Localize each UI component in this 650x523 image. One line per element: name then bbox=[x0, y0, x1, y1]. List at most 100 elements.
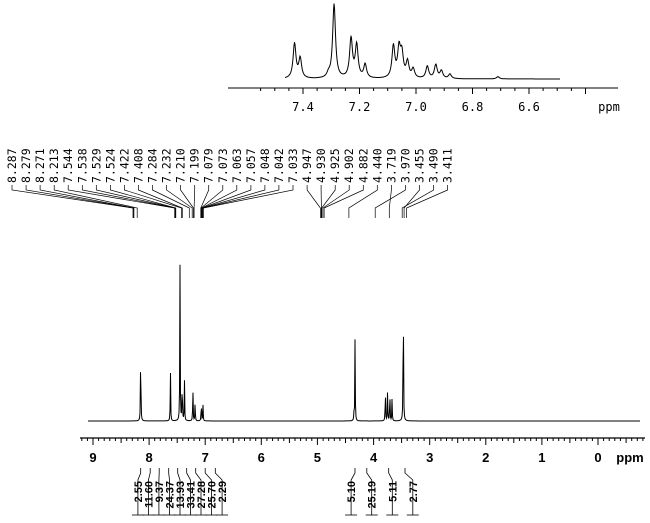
inset-spectrum: 7.4 7.2 7.0 6.8 6.6 ppm bbox=[228, 3, 620, 114]
peak-label: 3.490 bbox=[427, 148, 441, 183]
inset-tick-label: 6.8 bbox=[462, 100, 484, 114]
x-tick-label: 7 bbox=[202, 450, 209, 465]
inset-tick-label: 6.6 bbox=[518, 100, 540, 114]
peak-label: 8.287 bbox=[5, 148, 19, 183]
peak-label: 7.210 bbox=[174, 148, 188, 183]
peak-connector bbox=[403, 185, 420, 218]
peak-connector bbox=[321, 185, 336, 218]
x-tick-label: 1 bbox=[538, 450, 545, 465]
integral-connector bbox=[366, 468, 373, 515]
peak-connector bbox=[166, 185, 193, 218]
peak-connector bbox=[203, 185, 294, 218]
peak-label: 4.902 bbox=[342, 148, 356, 183]
peak-connector bbox=[348, 185, 378, 218]
peak-connector bbox=[39, 185, 135, 218]
inset-tick-label: 7.4 bbox=[292, 100, 314, 114]
peak-label: 8.279 bbox=[19, 148, 33, 183]
peak-connector bbox=[152, 185, 190, 218]
x-tick-label: 2 bbox=[482, 450, 489, 465]
peak-label: 3.970 bbox=[398, 148, 412, 183]
peak-connector bbox=[406, 185, 448, 218]
peak-label: 4.930 bbox=[314, 148, 328, 183]
integral-connector bbox=[186, 468, 191, 515]
integral-label: 27.28 bbox=[196, 481, 208, 509]
peak-connector bbox=[200, 185, 224, 218]
x-tick-label: 6 bbox=[258, 450, 265, 465]
x-tick-label: 4 bbox=[370, 450, 378, 465]
peak-label: 7.199 bbox=[188, 148, 202, 183]
peak-connector bbox=[81, 185, 176, 218]
peak-connector bbox=[124, 185, 182, 218]
peak-label: 4.925 bbox=[328, 148, 342, 183]
peak-connector bbox=[53, 185, 138, 218]
inset-tick-label: 7.0 bbox=[405, 100, 427, 114]
peak-label: 4.440 bbox=[370, 148, 384, 183]
x-tick-label: 5 bbox=[314, 450, 321, 465]
peak-label: 7.057 bbox=[244, 148, 258, 183]
integral-connector bbox=[148, 468, 151, 515]
inset-tick-label: 7.2 bbox=[349, 100, 371, 114]
integral-label: 9.37 bbox=[154, 481, 166, 502]
peak-connector bbox=[323, 185, 364, 218]
peak-label: 4.947 bbox=[300, 148, 314, 183]
integral-label: 5.10 bbox=[346, 481, 358, 502]
peak-connector bbox=[202, 185, 280, 218]
peak-connector bbox=[374, 185, 406, 218]
peak-connector bbox=[193, 185, 196, 218]
peak-connector bbox=[388, 185, 392, 218]
integral-connector bbox=[204, 468, 212, 515]
peak-connector bbox=[25, 185, 134, 218]
peak-connector bbox=[67, 185, 176, 218]
integral-connector bbox=[137, 468, 142, 515]
x-axis-unit: ppm bbox=[616, 450, 643, 465]
peak-label: 8.271 bbox=[33, 148, 47, 183]
peak-label: 7.538 bbox=[75, 148, 89, 183]
peak-label: 7.042 bbox=[272, 148, 286, 183]
x-tick-label: 3 bbox=[426, 450, 433, 465]
peak-label: 7.544 bbox=[61, 148, 75, 183]
peak-connector bbox=[401, 185, 434, 218]
peak-label: 7.079 bbox=[202, 148, 216, 183]
integral-connector bbox=[168, 468, 170, 515]
peak-label: 7.524 bbox=[103, 148, 117, 183]
inset-spectrum-trace bbox=[284, 3, 560, 80]
peak-label: 3.411 bbox=[441, 148, 455, 183]
integral-connector bbox=[177, 468, 181, 515]
peak-connector bbox=[11, 185, 134, 218]
peak-label: 8.213 bbox=[47, 148, 61, 183]
peak-label: 4.882 bbox=[356, 148, 370, 183]
peak-connector bbox=[306, 185, 321, 218]
integral-connector bbox=[404, 468, 414, 515]
integral-label: 2.77 bbox=[408, 481, 420, 502]
peak-label: 3.719 bbox=[384, 148, 398, 183]
main-spectrum: 9 8 7 6 5 4 3 2 1 0 ppm bbox=[80, 264, 645, 465]
integral-label: 24.37 bbox=[165, 481, 177, 509]
integral-label: 33.41 bbox=[186, 481, 198, 509]
integral-label: 25.19 bbox=[367, 481, 379, 509]
peak-label: 7.063 bbox=[230, 148, 244, 183]
integral-labels: 2.5511.609.3724.3713.9333.4127.2825.702.… bbox=[131, 468, 420, 516]
x-tick-label: 8 bbox=[145, 450, 152, 465]
peak-list: 8.287 8.279 8.271 8.213 7.544 7.538 7.529 7.524… bbox=[5, 148, 455, 218]
integral-connector bbox=[388, 468, 393, 515]
integral-label: 13.93 bbox=[175, 481, 187, 509]
inset-axis-unit: ppm bbox=[598, 100, 620, 114]
peak-label: 7.284 bbox=[146, 148, 160, 183]
integral-connector bbox=[214, 468, 223, 515]
x-tick-label: 0 bbox=[594, 450, 601, 465]
peak-connector bbox=[201, 185, 252, 218]
integral-connector bbox=[195, 468, 202, 515]
peak-connector bbox=[110, 185, 177, 218]
integral-label: 25.70 bbox=[207, 481, 219, 509]
integral-connector bbox=[350, 468, 356, 515]
integral-label: 2.29 bbox=[217, 481, 229, 502]
peak-label: 7.422 bbox=[117, 148, 131, 183]
peak-connector bbox=[180, 185, 194, 218]
peak-label: 3.455 bbox=[413, 148, 427, 183]
x-tick-label: 9 bbox=[89, 450, 96, 465]
integral-label: 11.60 bbox=[143, 481, 155, 508]
peak-label: 7.048 bbox=[258, 148, 272, 183]
integral-label: 5.11 bbox=[387, 481, 399, 502]
peak-label: 7.033 bbox=[286, 148, 300, 183]
peak-label: 7.073 bbox=[216, 148, 230, 183]
